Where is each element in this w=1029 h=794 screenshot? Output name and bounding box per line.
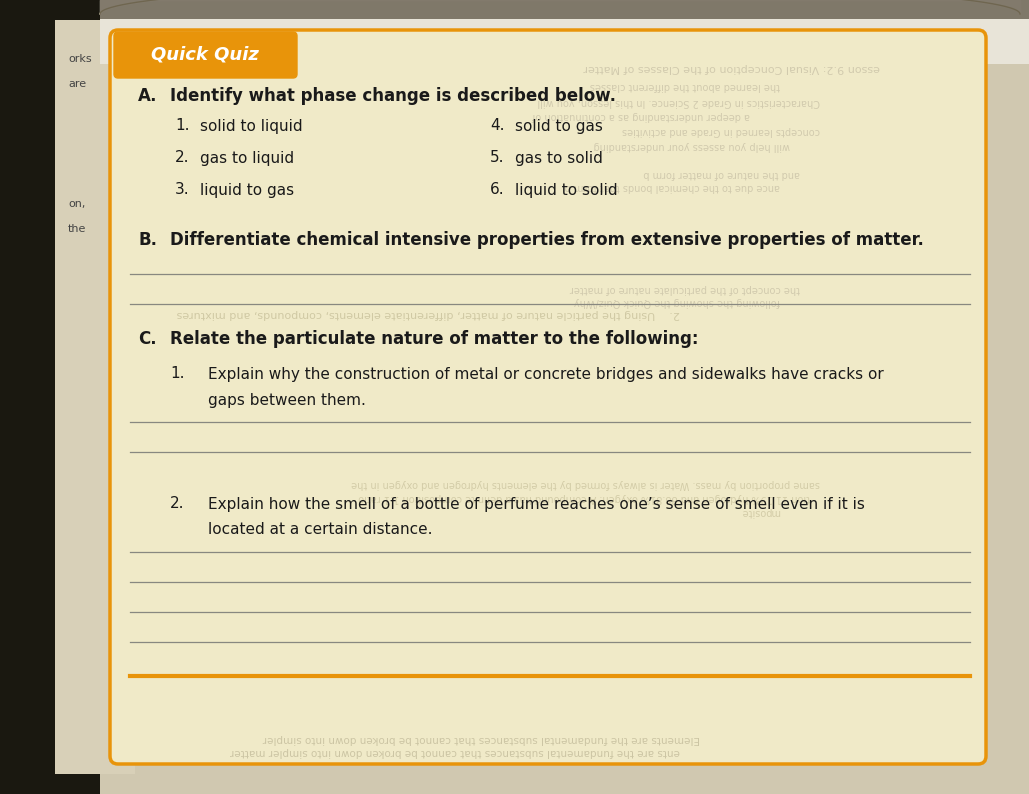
FancyBboxPatch shape bbox=[110, 30, 986, 764]
Text: tion 11.19% hydrogen and 88.81% oxygen. A compound has a definite composition 1:: tion 11.19% hydrogen and 88.81% oxygen. … bbox=[358, 493, 810, 503]
Text: Explain why the construction of metal or concrete bridges and sidewalks have cra: Explain why the construction of metal or… bbox=[208, 367, 884, 381]
Text: same proportion by mass. Water is always formed by the elements hydrogen and oxy: same proportion by mass. Water is always… bbox=[351, 479, 820, 489]
Text: Differentiate chemical intensive properties from extensive properties of matter.: Differentiate chemical intensive propert… bbox=[170, 231, 924, 249]
Text: on,: on, bbox=[68, 199, 85, 209]
Text: 5.: 5. bbox=[490, 151, 504, 165]
Text: 1.: 1. bbox=[175, 118, 189, 133]
Text: Relate the particulate nature of matter to the following:: Relate the particulate nature of matter … bbox=[170, 330, 699, 348]
Text: 3.: 3. bbox=[175, 183, 189, 198]
Text: Quick Quiz: Quick Quiz bbox=[151, 46, 259, 64]
Text: 2.    Using the particle nature of matter, differentiate elements, compounds, an: 2. Using the particle nature of matter, … bbox=[177, 309, 680, 319]
Text: solid to gas: solid to gas bbox=[514, 118, 603, 133]
Text: 1.: 1. bbox=[170, 367, 184, 381]
Text: gas to solid: gas to solid bbox=[514, 151, 603, 165]
Text: Elements are the fundamental substances that cannot be broken down into simpler: Elements are the fundamental substances … bbox=[262, 734, 700, 744]
Text: liquid to solid: liquid to solid bbox=[514, 183, 617, 198]
Text: following the showing the Quick Quiz/Why: following the showing the Quick Quiz/Why bbox=[574, 297, 780, 307]
Text: C.: C. bbox=[138, 330, 156, 348]
Text: liquid to gas: liquid to gas bbox=[200, 183, 294, 198]
Text: 2.: 2. bbox=[170, 496, 184, 511]
Bar bbox=[100, 0, 1029, 64]
Bar bbox=[100, 0, 1029, 19]
Text: a deeper understanding as a continuation of: a deeper understanding as a continuation… bbox=[532, 111, 750, 121]
Text: esson 9.2: Visual Conception of the Classes of Matter: esson 9.2: Visual Conception of the Clas… bbox=[583, 63, 880, 73]
Text: A.: A. bbox=[138, 87, 157, 105]
Text: the: the bbox=[68, 224, 86, 234]
Text: Identify what phase change is described below.: Identify what phase change is described … bbox=[170, 87, 616, 105]
Text: and the nature of matter form b: and the nature of matter form b bbox=[643, 169, 800, 179]
Text: solid to liquid: solid to liquid bbox=[200, 118, 303, 133]
Text: the concept of the particulate nature of matter: the concept of the particulate nature of… bbox=[570, 284, 800, 294]
Text: orks: orks bbox=[68, 54, 92, 64]
Text: located at a certain distance.: located at a certain distance. bbox=[208, 522, 432, 538]
Text: will help you assess your understanding: will help you assess your understanding bbox=[594, 141, 790, 151]
Text: 4.: 4. bbox=[490, 118, 504, 133]
Text: ents are the fundamental substances that cannot be broken down into simpler matt: ents are the fundamental substances that… bbox=[230, 747, 680, 757]
Text: concepts learned in Grade and activities: concepts learned in Grade and activities bbox=[622, 126, 820, 136]
Text: ance due to the chemical bonds that form b: ance due to the chemical bonds that form… bbox=[565, 182, 780, 192]
Text: gaps between them.: gaps between them. bbox=[208, 392, 366, 407]
Text: Characteristics in Grade 2 Science. In this lesson, you will: Characteristics in Grade 2 Science. In t… bbox=[537, 97, 820, 107]
FancyBboxPatch shape bbox=[114, 32, 297, 78]
Text: mposite: mposite bbox=[741, 507, 780, 517]
Text: the learned about the different classes: the learned about the different classes bbox=[590, 81, 780, 91]
Text: are: are bbox=[68, 79, 86, 89]
Text: B.: B. bbox=[138, 231, 157, 249]
Bar bbox=[55, 20, 135, 774]
Text: Explain how the smell of a bottle of perfume reaches one’s sense of smell even i: Explain how the smell of a bottle of per… bbox=[208, 496, 865, 511]
Bar bbox=[0, 0, 115, 794]
Text: 6.: 6. bbox=[490, 183, 504, 198]
Text: 2.: 2. bbox=[175, 151, 189, 165]
Text: gas to liquid: gas to liquid bbox=[200, 151, 294, 165]
